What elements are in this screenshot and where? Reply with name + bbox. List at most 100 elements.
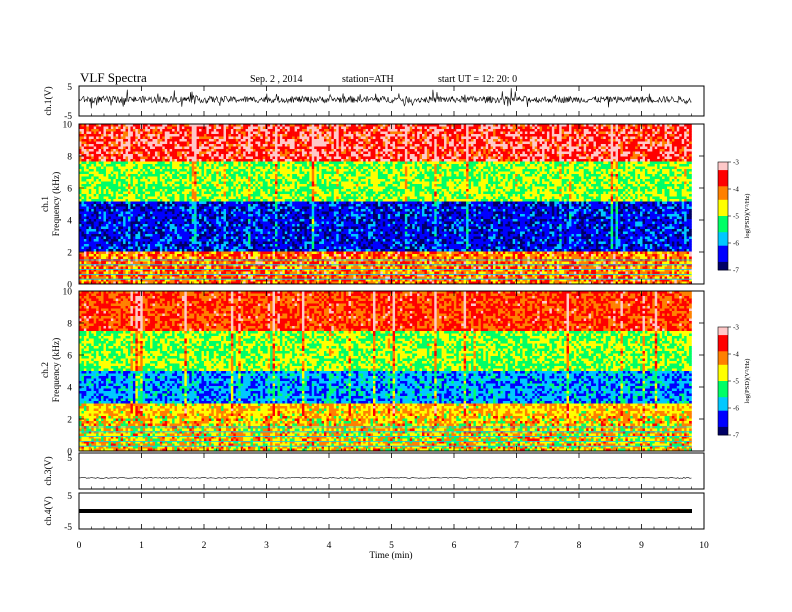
spectrogram-cell — [179, 129, 183, 132]
spectrogram-cell — [245, 154, 249, 157]
spectrogram-cell — [299, 154, 303, 157]
spectrogram-cell — [250, 131, 254, 135]
spectrogram-cell — [689, 169, 692, 172]
spectrogram-cell — [238, 124, 241, 127]
spectrogram-cell — [500, 171, 504, 175]
spectrogram-cell — [591, 131, 594, 135]
spectrogram-cell — [684, 141, 687, 145]
spectrogram-cell — [103, 136, 107, 140]
spectrogram-cell — [676, 141, 680, 145]
spectrogram-cell — [279, 126, 283, 130]
spectrogram-cell — [493, 144, 496, 147]
spectrogram-cell — [377, 141, 381, 145]
spectrogram-cell — [363, 131, 366, 135]
spectrogram-cell — [108, 134, 112, 137]
spectrogram-cell — [453, 144, 457, 147]
spectrogram-cell — [542, 146, 545, 150]
spectrogram-cell — [128, 151, 131, 155]
spectrogram-cell — [101, 149, 104, 152]
spectrogram-cell — [96, 134, 99, 137]
spectrogram-cell — [91, 141, 94, 145]
spectrogram-cell — [551, 164, 555, 167]
spectrogram-cell — [365, 161, 369, 165]
spectrogram-cell — [387, 144, 391, 147]
spectrogram-cell — [319, 139, 322, 142]
spectrogram-cell — [321, 126, 325, 130]
spectrogram-cell — [603, 156, 607, 160]
spectrogram-cell — [463, 136, 467, 140]
spectrogram-cell — [199, 146, 202, 150]
spectrogram-cell — [544, 161, 548, 165]
spectrogram-cell — [309, 129, 313, 132]
spectrogram-cell — [490, 126, 494, 130]
spectrogram-cell — [191, 166, 195, 170]
spectrogram-cell — [196, 149, 200, 152]
spectrogram-cell — [314, 141, 317, 145]
spectrogram-cell — [142, 144, 146, 147]
spectrogram-cell — [314, 124, 317, 127]
spectrogram-cell — [282, 149, 286, 152]
spectrogram-cell — [649, 161, 653, 165]
spectrogram-cell — [520, 124, 523, 127]
spectrogram-cell — [395, 146, 398, 150]
spectrogram-cell — [186, 124, 190, 127]
spectrogram-cell — [164, 161, 168, 165]
spectrogram-cell — [208, 149, 212, 152]
spectrogram-cell — [390, 169, 393, 172]
spectrogram-cell — [309, 136, 313, 140]
spectrogram-cell — [248, 146, 251, 150]
spectrogram-cell — [196, 141, 200, 145]
spectrogram-cell — [363, 159, 366, 162]
spectrogram-cell — [654, 126, 658, 130]
spectrogram-cell — [289, 144, 293, 147]
spectrogram-cell — [306, 149, 310, 152]
spectrogram-cell — [120, 144, 124, 147]
spectrogram-cell — [328, 169, 332, 172]
spectrogram-cell — [240, 166, 244, 170]
spectrogram-cell — [446, 124, 450, 127]
spectrogram-cell — [260, 166, 264, 170]
spectrogram-cell — [326, 141, 330, 145]
figure-title: VLF Spectra — [80, 70, 147, 85]
spectrogram-cell — [637, 141, 641, 145]
spectrogram-cell — [79, 149, 82, 152]
spectrogram-cell — [500, 151, 504, 155]
spectrogram-cell — [289, 146, 293, 150]
spectrogram-cell — [93, 136, 97, 140]
spectrogram-cell — [358, 161, 362, 165]
spectrogram-cell — [289, 131, 293, 135]
spectrogram-cell — [581, 159, 584, 162]
spectrogram-cell — [123, 136, 126, 140]
spectrogram-cell — [294, 169, 298, 172]
spectrogram-cell — [319, 151, 322, 155]
spectrogram-cell — [172, 141, 175, 145]
spectrogram-cell — [608, 159, 611, 162]
spectrogram-cell — [321, 166, 325, 170]
spectrogram-cell — [243, 171, 246, 175]
spectrogram-cell — [289, 126, 293, 130]
spectrogram-cell — [627, 169, 631, 172]
spectrogram-cell — [373, 156, 376, 160]
spectrogram-cell — [409, 154, 413, 157]
spectrogram-cell — [333, 134, 337, 137]
spectrogram-cell — [390, 151, 393, 155]
spectrogram-cell — [637, 171, 641, 175]
spectrogram-cell — [324, 141, 327, 145]
spectrogram-cell — [355, 131, 359, 135]
spectrogram-cell — [588, 144, 592, 147]
spectrogram-cell — [380, 134, 384, 137]
spectrogram-cell — [130, 146, 134, 150]
spectrogram-cell — [382, 171, 386, 175]
spectrogram-cell — [255, 169, 259, 172]
spectrogram-cell — [456, 164, 460, 167]
spectrogram-cell — [228, 136, 232, 140]
spectrogram-cell — [382, 161, 386, 165]
spectrogram-cell — [255, 126, 259, 130]
spectrogram-cell — [652, 134, 656, 137]
spectrogram-cell — [488, 131, 491, 135]
spectrogram-cell — [451, 131, 455, 135]
spectrogram-cell — [316, 146, 320, 150]
spectrogram-cell — [240, 136, 244, 140]
spectrogram-cell — [539, 169, 543, 172]
spectrogram-cell — [101, 171, 104, 175]
